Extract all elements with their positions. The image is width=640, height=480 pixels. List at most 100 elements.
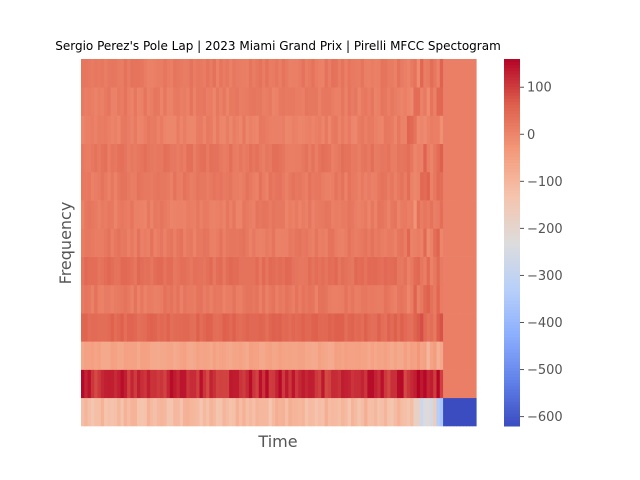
heatmap-cell bbox=[354, 59, 359, 88]
heatmap-cell bbox=[160, 87, 164, 116]
heatmap-cell bbox=[373, 171, 378, 201]
heatmap-cell bbox=[429, 143, 434, 173]
heatmap-cell bbox=[143, 200, 148, 229]
colorbar-strip bbox=[504, 221, 520, 225]
heatmap-cell bbox=[156, 341, 161, 370]
heatmap-cell bbox=[206, 397, 210, 427]
heatmap-cell bbox=[377, 256, 382, 286]
heatmap-cell bbox=[456, 228, 461, 257]
heatmap-cell bbox=[416, 256, 421, 286]
heatmap-cell bbox=[377, 228, 382, 257]
heatmap-cell bbox=[156, 115, 161, 144]
heatmap-cell bbox=[281, 256, 286, 286]
heatmap-cell bbox=[166, 115, 171, 144]
heatmap-cell bbox=[354, 200, 359, 229]
heatmap-cell bbox=[403, 397, 408, 427]
heatmap-cell bbox=[153, 256, 158, 286]
heatmap-cell bbox=[413, 59, 418, 88]
heatmap-cell bbox=[301, 228, 306, 257]
heatmap-cell bbox=[334, 256, 339, 286]
heatmap-cell bbox=[222, 313, 227, 342]
heatmap-cell bbox=[87, 171, 92, 201]
heatmap-cell bbox=[416, 87, 421, 116]
heatmap-cell bbox=[334, 171, 339, 201]
heatmap-cell bbox=[281, 115, 286, 144]
heatmap-cell bbox=[186, 313, 191, 342]
heatmap-cell bbox=[314, 87, 319, 116]
heatmap-cell bbox=[268, 59, 273, 88]
heatmap-cell bbox=[189, 256, 194, 286]
heatmap-cell bbox=[215, 397, 220, 427]
heatmap-cell bbox=[294, 59, 299, 88]
heatmap-cell bbox=[410, 397, 415, 427]
heatmap-cell bbox=[140, 313, 145, 342]
heatmap-cell bbox=[212, 256, 217, 286]
heatmap-cell bbox=[436, 256, 441, 286]
heatmap-cell bbox=[341, 171, 345, 201]
heatmap-cell bbox=[383, 59, 388, 88]
heatmap-cell bbox=[130, 313, 135, 342]
heatmap-cell bbox=[416, 341, 421, 370]
heatmap-cell bbox=[469, 397, 474, 427]
heatmap-cell bbox=[393, 369, 398, 399]
heatmap-cell bbox=[160, 313, 164, 342]
heatmap-cell bbox=[291, 313, 296, 342]
heatmap-cell bbox=[357, 171, 362, 201]
heatmap-cell bbox=[327, 313, 332, 342]
colorbar-strip bbox=[504, 110, 520, 115]
heatmap-cell bbox=[364, 228, 368, 257]
heatmap-cell bbox=[426, 228, 431, 257]
heatmap-cell bbox=[298, 341, 303, 370]
heatmap-cell bbox=[462, 87, 467, 116]
heatmap-cell bbox=[370, 59, 375, 88]
heatmap-cell bbox=[133, 256, 138, 286]
colorbar-strip bbox=[504, 101, 520, 106]
heatmap-cell bbox=[314, 59, 319, 88]
heatmap-cell bbox=[390, 284, 395, 314]
heatmap-cell bbox=[439, 115, 444, 144]
heatmap-cell bbox=[239, 341, 243, 370]
heatmap-cell bbox=[426, 200, 431, 229]
heatmap-cell bbox=[380, 228, 385, 257]
heatmap-cell bbox=[100, 369, 105, 399]
heatmap-cell bbox=[262, 59, 266, 88]
heatmap-cell bbox=[222, 59, 227, 88]
heatmap-cell bbox=[318, 87, 322, 116]
heatmap-cell bbox=[347, 369, 352, 399]
heatmap-cell bbox=[426, 397, 431, 427]
heatmap-cell bbox=[377, 115, 382, 144]
heatmap-cell bbox=[433, 228, 438, 257]
heatmap-cell bbox=[357, 284, 362, 314]
heatmap-cell bbox=[248, 143, 253, 173]
heatmap-cell bbox=[81, 284, 85, 314]
heatmap-cell bbox=[281, 59, 286, 88]
heatmap-cell bbox=[117, 256, 122, 286]
colorbar-strip bbox=[504, 114, 520, 118]
heatmap-cell bbox=[278, 369, 283, 399]
heatmap-cell bbox=[423, 228, 428, 257]
heatmap-cell bbox=[120, 284, 125, 314]
heatmap-cell bbox=[268, 115, 273, 144]
heatmap-cell bbox=[239, 397, 243, 427]
heatmap-cell bbox=[459, 143, 464, 173]
heatmap-cell bbox=[169, 171, 174, 201]
heatmap-cell bbox=[136, 341, 141, 370]
heatmap-cell bbox=[446, 397, 451, 427]
heatmap-cell bbox=[281, 369, 286, 399]
heatmap-cell bbox=[314, 256, 319, 286]
heatmap-cell bbox=[153, 171, 158, 201]
heatmap-cell bbox=[104, 341, 108, 370]
heatmap-cell bbox=[390, 369, 395, 399]
heatmap-cell bbox=[229, 313, 234, 342]
heatmap-cell bbox=[84, 341, 89, 370]
heatmap-cell bbox=[377, 143, 382, 173]
colorbar-strip bbox=[504, 74, 520, 78]
heatmap-cell bbox=[192, 228, 197, 257]
heatmap-cell bbox=[90, 228, 95, 257]
heatmap-cell bbox=[390, 171, 395, 201]
heatmap-cell bbox=[298, 87, 303, 116]
heatmap-cell bbox=[436, 87, 441, 116]
heatmap-cell bbox=[390, 313, 395, 342]
heatmap-cell bbox=[81, 87, 85, 116]
heatmap-cell bbox=[100, 115, 105, 144]
